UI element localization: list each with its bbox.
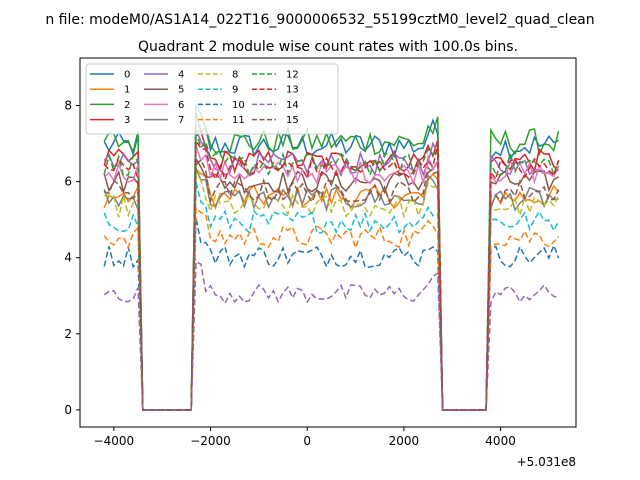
legend-label-0: 0 bbox=[124, 70, 130, 81]
series-line-15 bbox=[103, 158, 560, 411]
legend-label-13: 13 bbox=[286, 85, 299, 96]
chart-title: Quadrant 2 module wise count rates with … bbox=[138, 39, 518, 55]
series-layer bbox=[103, 103, 560, 411]
x-tick-label: 0 bbox=[303, 434, 311, 448]
x-axis: −4000 −2000 0 2000 4000 bbox=[94, 427, 516, 448]
plot-frame bbox=[79, 57, 577, 428]
y-tick-label: 2 bbox=[64, 327, 72, 341]
y-tick-label: 4 bbox=[64, 251, 72, 265]
legend-label-7: 7 bbox=[178, 115, 184, 126]
y-tick-label: 6 bbox=[64, 175, 72, 189]
x-tick-label: −4000 bbox=[94, 434, 135, 448]
x-offset-label: +5.031e8 bbox=[517, 455, 576, 469]
legend-box bbox=[85, 63, 339, 135]
legend-label-4: 4 bbox=[178, 70, 184, 81]
legend-label-10: 10 bbox=[232, 100, 245, 111]
x-tick-label: −2000 bbox=[190, 434, 231, 448]
y-axis: 0 2 4 6 8 bbox=[64, 99, 80, 417]
legend-label-15: 15 bbox=[286, 115, 299, 126]
legend-label-11: 11 bbox=[232, 115, 245, 126]
x-tick-label: 4000 bbox=[485, 434, 516, 448]
legend-label-3: 3 bbox=[124, 115, 130, 126]
legend-label-14: 14 bbox=[286, 100, 299, 111]
legend-label-1: 1 bbox=[124, 85, 130, 96]
legend-label-9: 9 bbox=[232, 85, 238, 96]
legend-label-12: 12 bbox=[286, 70, 299, 81]
chart-suptitle: n file: modeM0/AS1A14_022T16_9000006532_… bbox=[45, 12, 594, 28]
y-tick-label: 8 bbox=[64, 99, 72, 113]
y-tick-label: 0 bbox=[64, 403, 72, 417]
legend-label-6: 6 bbox=[178, 100, 184, 111]
legend-label-5: 5 bbox=[178, 85, 184, 96]
legend-label-8: 8 bbox=[232, 70, 238, 81]
x-tick-label: 2000 bbox=[389, 434, 420, 448]
legend-label-2: 2 bbox=[124, 100, 130, 111]
